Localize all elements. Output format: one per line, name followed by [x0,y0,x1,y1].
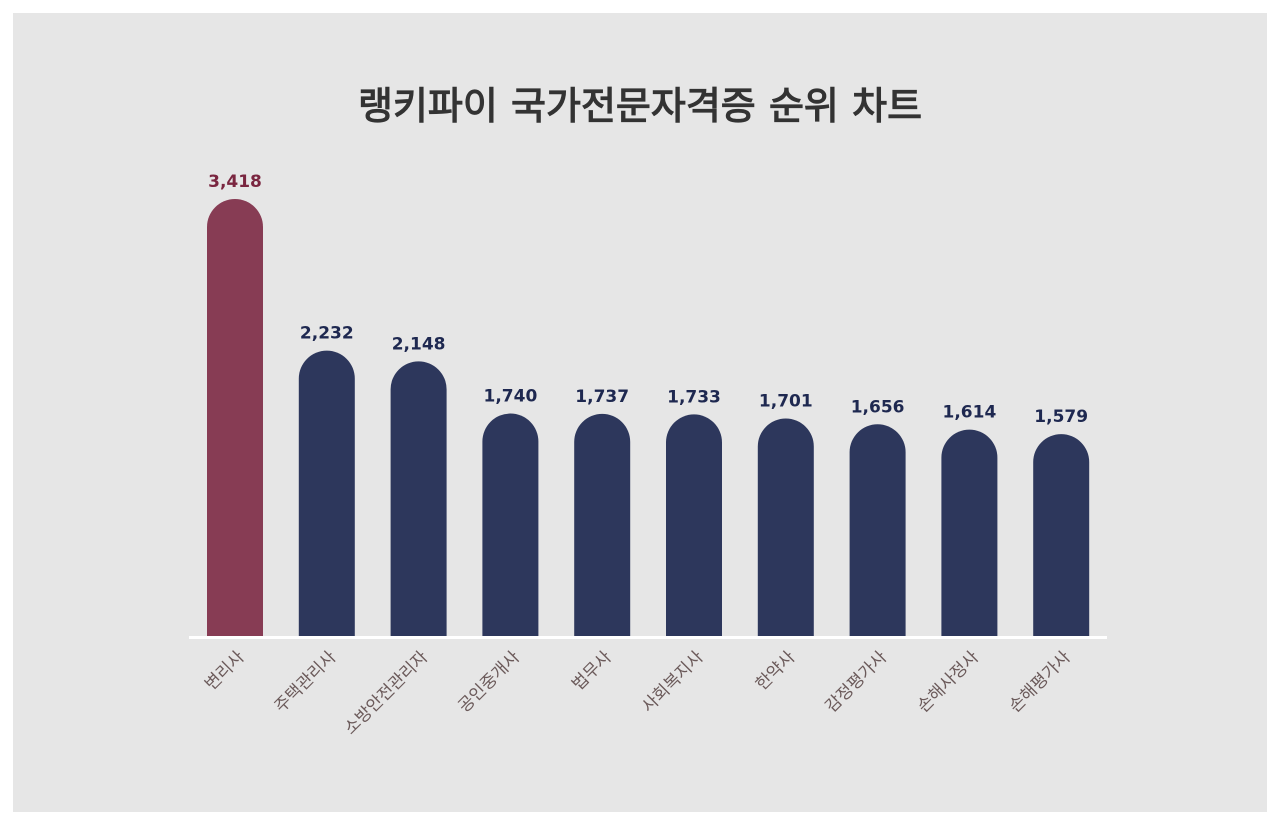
bar-4 [574,413,631,636]
category-label-6: 한약사 [752,647,800,695]
bar-1 [298,350,355,636]
bar-6 [757,418,814,636]
category-label-8: 손해사정사 [913,647,983,717]
value-label-6: 1,701 [759,392,813,412]
bar-7 [849,424,906,636]
value-label-2: 2,148 [392,334,446,354]
value-label-5: 1,733 [667,387,721,407]
value-label-1: 2,232 [300,324,354,344]
value-label-8: 1,614 [943,403,997,423]
category-label-2: 소방안전관리자 [341,647,433,739]
bar-0 [207,199,263,636]
value-label-9: 1,579 [1034,407,1088,427]
bar-3 [482,413,539,636]
category-label-0: 변리사 [201,647,249,695]
chart-title: 랭키파이 국가전문자격증 순위 차트 [357,84,923,128]
bar-5 [666,414,722,636]
category-label-9: 손해평가사 [1005,647,1075,717]
category-label-4: 법무사 [568,647,616,695]
value-label-3: 1,740 [484,387,538,407]
category-label-1: 주택관리사 [271,647,341,717]
bar-2 [390,361,447,636]
value-label-4: 1,737 [575,387,629,407]
category-label-7: 감정평가사 [822,647,892,717]
category-label-5: 사회복지사 [638,647,708,717]
category-label-3: 공인중개사 [454,647,524,717]
value-label-7: 1,656 [851,397,905,417]
bar-8 [941,429,998,636]
bar-9 [1033,434,1090,636]
value-label-0: 3,418 [208,172,262,192]
